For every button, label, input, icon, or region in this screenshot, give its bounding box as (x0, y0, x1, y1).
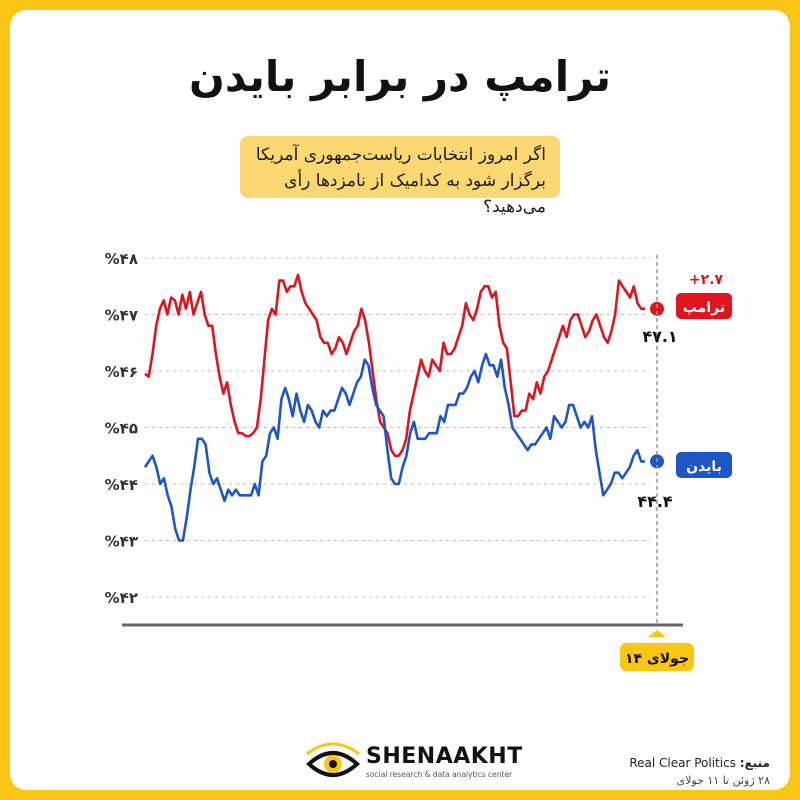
y-tick-label: %۴۳ (105, 533, 138, 551)
brand-name: SHENAAKHT (366, 744, 523, 769)
brand-logo (305, 740, 361, 790)
line-chart: %۴۸ %۴۷ %۴۶ %۴۵ %۴۴ %۴۳ %۴۲ ۱۴ جولای +۲.۷ ترام… (105, 250, 732, 671)
date-badge (620, 643, 694, 671)
y-tick-label: %۴۴ (105, 476, 138, 494)
gridlines (145, 257, 650, 598)
survey-question: اگر امروز انتخابات ریاست‌جمهوری آمریکا ب… (240, 136, 560, 217)
date-label: ۱۴ جولای (625, 651, 689, 667)
source-line: منبع: Real Clear Politics (629, 756, 770, 770)
source-dates: ۲۸ ژوئن تا ۱۱ جولای (676, 774, 771, 787)
source-label: منبع: (739, 756, 770, 770)
trump-badge (676, 293, 732, 319)
series-line-trump (144, 273, 645, 458)
y-tick-label: %۴۲ (105, 589, 138, 607)
series-line-biden (143, 352, 645, 542)
y-tick-label: %۴۸ (105, 250, 138, 268)
y-axis-ticks: %۴۸ %۴۷ %۴۶ %۴۵ %۴۴ %۴۳ %۴۲ (105, 250, 138, 607)
series-lines (143, 273, 664, 542)
y-tick-label: %۴۵ (105, 420, 138, 438)
source-name: Real Clear Politics (629, 756, 736, 770)
trump-final-label: ۴۷.۱ (642, 327, 677, 346)
y-tick-label: %۴۶ (105, 363, 138, 381)
trump-badge-label: ترامپ (683, 300, 725, 316)
trump-lead-label: +۲.۷ (689, 272, 724, 288)
biden-final-label: ۴۴.۴ (637, 492, 673, 511)
biden-badge-label: بایدن (686, 459, 722, 475)
brand-tagline: social research & data analytics center (366, 770, 513, 779)
y-tick-label: %۴۷ (105, 307, 138, 325)
biden-badge (676, 452, 732, 478)
date-marker-arrow (648, 630, 666, 637)
page-title: ترامپ در برابر بایدن (189, 52, 611, 101)
series-endpoint-trump (650, 301, 664, 316)
